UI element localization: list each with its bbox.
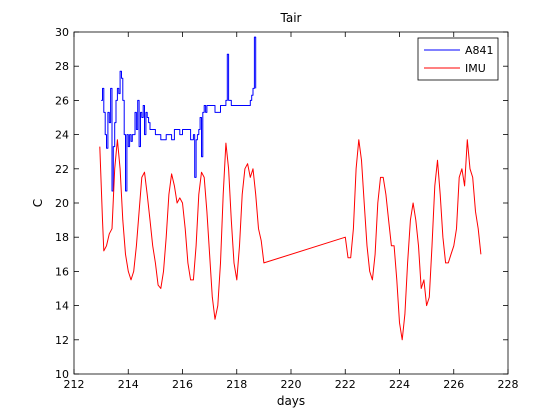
x-tick-label: 212 — [64, 378, 85, 391]
x-tick-label: 228 — [498, 378, 519, 391]
legend-box — [417, 37, 499, 81]
legend: A841 IMU — [417, 37, 499, 81]
x-tick-label: 214 — [118, 378, 139, 391]
y-tick-label: 28 — [55, 60, 69, 73]
x-tick-label: 226 — [443, 378, 464, 391]
plot-area — [74, 32, 508, 374]
y-tick-label: 12 — [55, 334, 69, 347]
y-tick-label: 20 — [55, 197, 69, 210]
y-tick-label: 16 — [55, 265, 69, 278]
y-axis: 10 12 14 16 18 20 22 24 26 28 30 — [55, 26, 508, 381]
x-tick-label: 224 — [389, 378, 410, 391]
y-tick-label: 14 — [55, 300, 69, 313]
x-axis: 212 214 216 218 220 222 224 226 228 — [64, 32, 519, 391]
x-tick-label: 216 — [172, 378, 193, 391]
y-tick-label: 24 — [55, 129, 69, 142]
x-tick-label: 220 — [281, 378, 302, 391]
x-tick-label: 222 — [335, 378, 356, 391]
y-tick-label: 22 — [55, 163, 69, 176]
series-line-a841 — [101, 36, 257, 192]
x-tick-label: 218 — [226, 378, 247, 391]
series-line-imu — [99, 139, 482, 341]
x-axis-label: days — [277, 394, 305, 408]
chart-title: Tair — [280, 11, 302, 25]
y-tick-label: 10 — [55, 368, 69, 381]
legend-label-imu: IMU — [465, 62, 486, 75]
y-tick-label: 30 — [55, 26, 69, 39]
y-tick-label: 26 — [55, 94, 69, 107]
legend-label-a841: A841 — [465, 44, 494, 57]
y-axis-label: C — [31, 199, 45, 207]
series-layer — [99, 36, 482, 341]
y-tick-label: 18 — [55, 231, 69, 244]
